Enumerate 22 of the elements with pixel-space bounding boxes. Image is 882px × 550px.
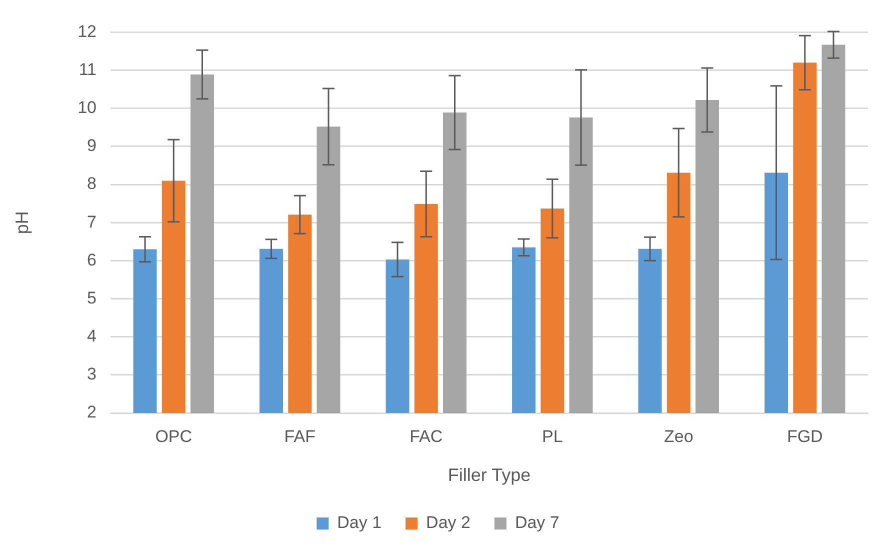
- y-tick-label: 4: [87, 326, 97, 346]
- y-tick-label: 8: [87, 174, 97, 194]
- y-tick-label: 11: [78, 60, 97, 79]
- x-tick-label: FAF: [284, 426, 316, 446]
- x-tick-label: FGD: [786, 426, 823, 446]
- y-tick-label: 10: [78, 98, 97, 118]
- y-tick-label: 5: [87, 288, 97, 308]
- y-tick-label: 2: [87, 402, 97, 422]
- legend-label: Day 2: [426, 513, 470, 532]
- legend-label: Day 7: [514, 513, 560, 532]
- x-axis-title: Filler Type: [448, 465, 531, 486]
- y-tick-label: 6: [87, 250, 97, 270]
- x-tick-label: Zeo: [664, 426, 694, 446]
- x-tick-label: FAC: [410, 426, 443, 446]
- x-tick-label: OPC: [155, 426, 192, 446]
- y-tick-label: 7: [87, 212, 97, 232]
- legend-label: Day 1: [337, 513, 382, 532]
- y-tick-label: 3: [87, 364, 97, 384]
- y-tick-label: 12: [78, 22, 97, 41]
- y-axis-title: pH: [12, 211, 32, 234]
- x-tick-label: PL: [542, 426, 563, 446]
- y-tick-label: 9: [87, 136, 97, 156]
